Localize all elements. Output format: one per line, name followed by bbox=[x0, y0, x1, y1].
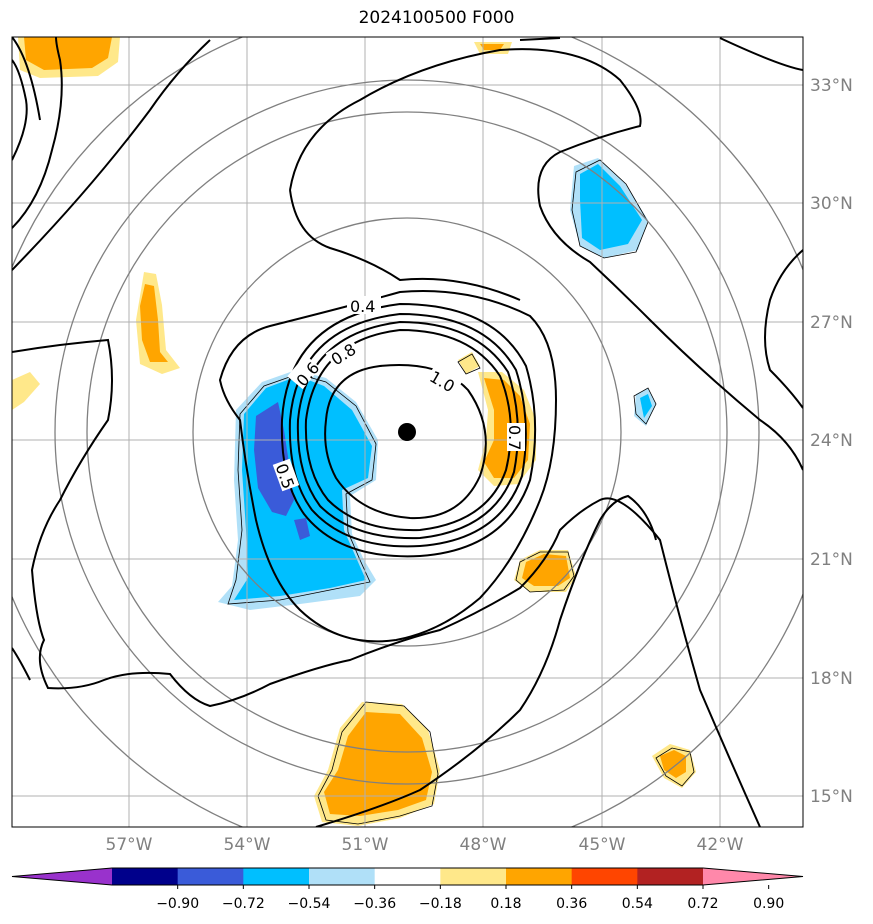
storm-center-marker bbox=[398, 423, 416, 441]
lat-tick-labels: 33°N 30°N 27°N 24°N 21°N 18°N 15°N bbox=[810, 76, 853, 807]
contours bbox=[12, 37, 803, 827]
shade-ne-blue bbox=[580, 164, 642, 250]
shade-se-orange bbox=[522, 554, 570, 586]
lat-tick-label: 24°N bbox=[810, 431, 853, 451]
colorbar-segment bbox=[506, 868, 573, 885]
contour-0-7 bbox=[288, 312, 527, 548]
contour-outer-loop bbox=[289, 48, 803, 471]
lon-tick-label: 45°W bbox=[579, 835, 626, 855]
shade-topleft-orange bbox=[24, 37, 112, 70]
contour-0-4 bbox=[218, 290, 558, 643]
colorbar-extend-low bbox=[12, 868, 112, 885]
lon-tick-label: 48°W bbox=[460, 835, 507, 855]
contour-w-arc bbox=[12, 37, 63, 229]
colorbar-extend-high bbox=[703, 868, 803, 885]
lon-tick-label: 51°W bbox=[342, 835, 389, 855]
contour-far-east bbox=[764, 249, 803, 409]
colorbar-tick-label: 0.36 bbox=[556, 896, 587, 912]
contour-north bbox=[289, 189, 521, 301]
colorbar-tick-label: 0.90 bbox=[753, 896, 784, 912]
lon-tick-labels: 57°W 54°W 51°W 48°W 45°W 42°W bbox=[106, 835, 744, 855]
colorbar-tick-label: −0.72 bbox=[222, 896, 265, 912]
colorbar-tick-label: 0.72 bbox=[687, 896, 718, 912]
colorbar-tick-label: −0.54 bbox=[288, 896, 331, 912]
map-title: 2024100500 F000 bbox=[358, 8, 515, 28]
range-ring-1 bbox=[192, 217, 622, 647]
lat-tick-label: 33°N bbox=[810, 76, 853, 96]
colorbar-tick-label: −0.90 bbox=[156, 896, 199, 912]
shade-south-orange bbox=[324, 712, 432, 816]
range-ring-3 bbox=[54, 79, 760, 785]
map-area: 0.4 0.6 0.8 1.0 0.5 0.7 bbox=[12, 37, 803, 827]
shade-far-se-orange bbox=[660, 750, 686, 778]
outline-south bbox=[317, 701, 439, 825]
colorbar-segment bbox=[571, 868, 638, 885]
shade-left-edge bbox=[12, 372, 40, 410]
colorbar-tick-label: 0.18 bbox=[490, 896, 521, 912]
lat-tick-label: 18°N bbox=[810, 669, 853, 689]
lon-tick-label: 54°W bbox=[224, 835, 271, 855]
lon-tick-label: 42°W bbox=[697, 835, 744, 855]
contour-label-0: 0.4 bbox=[350, 297, 375, 316]
shade-top-orange bbox=[480, 44, 504, 50]
colorbar-tick-label: 0.54 bbox=[622, 896, 653, 912]
outline-ne bbox=[571, 159, 649, 259]
colorbar-segment bbox=[637, 868, 704, 885]
map-frame bbox=[11, 36, 804, 828]
lat-tick-label: 15°N bbox=[810, 787, 853, 807]
colorbar-segment bbox=[374, 868, 441, 885]
contour-label-group: 0.4 0.6 0.8 1.0 0.5 0.7 bbox=[272, 296, 525, 491]
range-rings bbox=[12, 37, 803, 827]
colorbar: −0.90 −0.72 −0.54 −0.36 −0.18 0.18 0.36 0.54 0.7… bbox=[11, 867, 804, 912]
outline-right-small bbox=[633, 387, 657, 425]
contour-label-5: 0.7 bbox=[505, 425, 524, 450]
outline-far-se bbox=[655, 747, 695, 787]
contour-w-small bbox=[12, 59, 28, 161]
contour-southeast bbox=[315, 494, 657, 827]
outline-blue bbox=[227, 373, 377, 605]
contour-0-9 bbox=[304, 328, 512, 532]
contour-0-8 bbox=[296, 320, 519, 540]
shaded-fields bbox=[12, 37, 696, 826]
contour-top-line bbox=[519, 37, 561, 41]
contour-sw-inner bbox=[12, 647, 31, 681]
colorbar-segment bbox=[440, 868, 507, 885]
lat-tick-label: 30°N bbox=[810, 194, 853, 214]
lon-tick-label: 57°W bbox=[106, 835, 153, 855]
colorbar-tick-label: −0.18 bbox=[419, 896, 462, 912]
colorbar-segment bbox=[309, 868, 376, 885]
shade-east-small bbox=[458, 352, 480, 374]
thin-outlines bbox=[227, 159, 695, 825]
contour-w-upper bbox=[12, 37, 41, 121]
colorbar-tick-label: −0.36 bbox=[353, 896, 396, 912]
shade-blue-dark-small bbox=[294, 518, 310, 540]
lat-tick-label: 21°N bbox=[810, 550, 853, 570]
shade-left-streak-orange bbox=[140, 284, 168, 362]
outline-east bbox=[457, 353, 481, 375]
range-ring-2 bbox=[86, 111, 728, 753]
outline-se bbox=[515, 551, 575, 593]
contour-ne-arc bbox=[719, 37, 803, 71]
colorbar-segment bbox=[177, 868, 244, 885]
colorbar-segment bbox=[243, 868, 310, 885]
colorbar-segment bbox=[112, 868, 179, 885]
contour-nw-arc bbox=[12, 39, 211, 271]
contour-1-0 bbox=[324, 364, 487, 520]
colorbar-outline bbox=[11, 867, 804, 886]
contour-south-outer bbox=[12, 338, 761, 827]
lat-tick-label: 27°N bbox=[810, 313, 853, 333]
shade-right-small-blue-core bbox=[640, 394, 652, 418]
